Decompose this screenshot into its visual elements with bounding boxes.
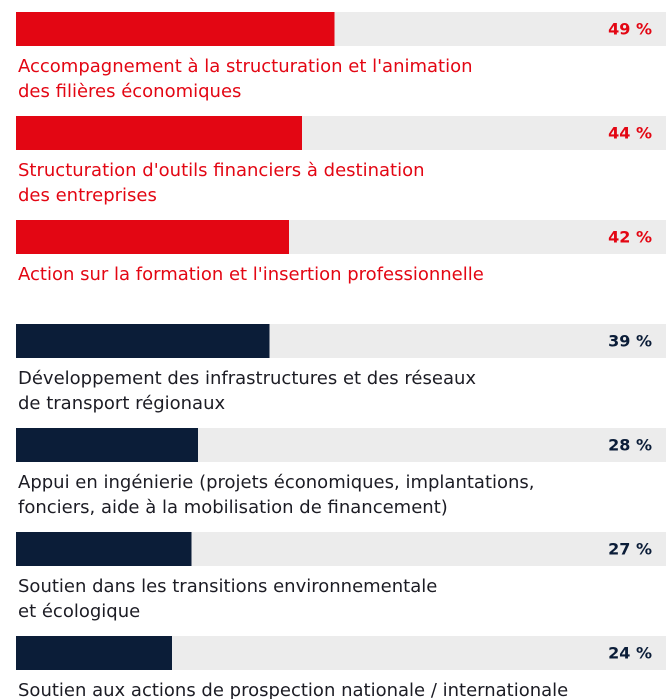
value-label: 44 %	[608, 124, 652, 143]
category-label: Action sur la formation et l'insertion p…	[18, 264, 484, 285]
category-label: Développement des infrastructures et des…	[18, 368, 476, 389]
category-label: Accompagnement à la structuration et l'a…	[18, 56, 473, 77]
bar	[16, 220, 289, 254]
value-label: 28 %	[608, 436, 652, 455]
category-label: Structuration d'outils financiers à dest…	[18, 160, 425, 181]
value-label: 39 %	[608, 332, 652, 351]
category-label: des entreprises	[18, 185, 157, 206]
category-label: et écologique	[18, 601, 140, 622]
category-label: Soutien dans les transitions environneme…	[18, 576, 437, 597]
bar	[16, 324, 270, 358]
category-label: Appui en ingénierie (projets économiques…	[18, 472, 535, 493]
bar	[16, 532, 192, 566]
bar	[16, 636, 172, 670]
value-label: 49 %	[608, 20, 652, 39]
bar	[16, 116, 302, 150]
category-label: de transport régionaux	[18, 393, 225, 414]
value-label: 42 %	[608, 228, 652, 247]
category-label: Soutien aux actions de prospection natio…	[18, 680, 568, 699]
value-label: 27 %	[608, 540, 652, 559]
category-label: fonciers, aide à la mobilisation de fina…	[18, 497, 448, 518]
category-label: des filières économiques	[18, 81, 241, 102]
value-label: 24 %	[608, 644, 652, 663]
bar	[16, 12, 335, 46]
bar	[16, 428, 198, 462]
